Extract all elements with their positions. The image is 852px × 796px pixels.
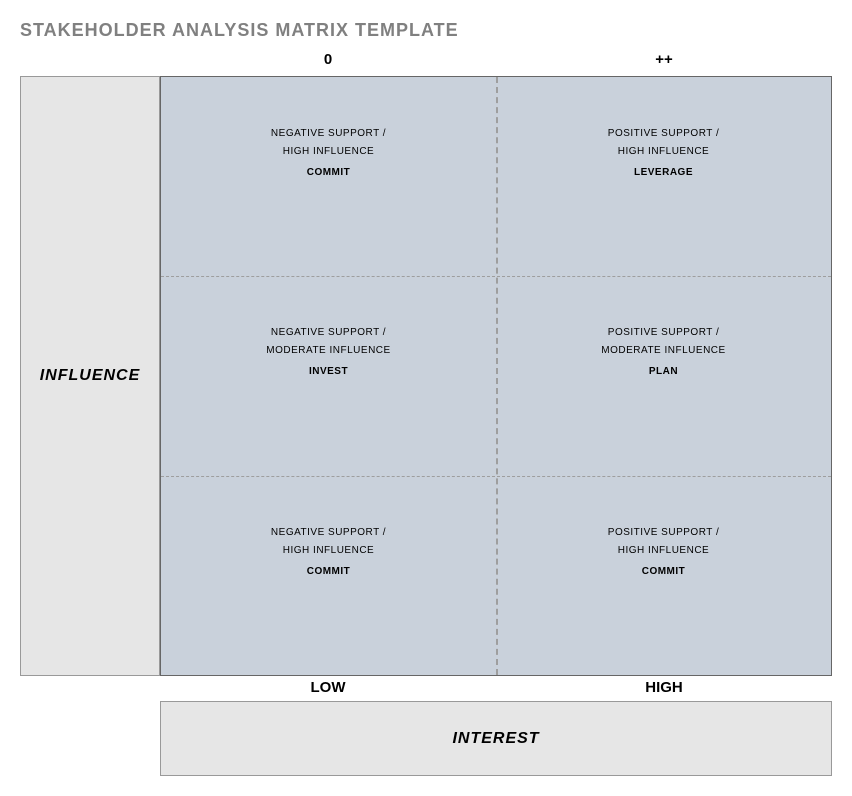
cell-text: POSITIVE SUPPORT / [608,524,719,542]
x-axis-label: INTEREST [452,730,539,748]
bottom-label-left: LOW [160,679,496,701]
bottom-scale-labels: LOW HIGH [160,676,832,701]
page-wrapper: STAKEHOLDER ANALYSIS MATRIX TEMPLATE 0 +… [20,20,832,776]
top-label-right: ++ [496,51,832,76]
cell-mid-left: NEGATIVE SUPPORT / MODERATE INFLUENCE IN… [161,276,496,475]
cell-action: INVEST [309,366,348,377]
y-axis-label: INFLUENCE [40,367,141,385]
cell-action: COMMIT [307,566,351,577]
cell-action: LEVERAGE [634,167,693,178]
cell-bottom-right: POSITIVE SUPPORT / HIGH INFLUENCE COMMIT [496,476,831,675]
cell-text: POSITIVE SUPPORT / [608,324,719,342]
cell-text: MODERATE INFLUENCE [266,342,390,360]
cell-top-right: POSITIVE SUPPORT / HIGH INFLUENCE LEVERA… [496,77,831,276]
matrix-grid: NEGATIVE SUPPORT / HIGH INFLUENCE COMMIT… [160,76,832,676]
cell-text: POSITIVE SUPPORT / [608,125,719,143]
bottom-label-right: HIGH [496,679,832,701]
cell-action: COMMIT [642,566,686,577]
cell-text: HIGH INFLUENCE [618,143,709,161]
cell-text: MODERATE INFLUENCE [601,342,725,360]
cell-action: PLAN [649,366,678,377]
cell-text: HIGH INFLUENCE [618,542,709,560]
cell-text: NEGATIVE SUPPORT / [271,324,386,342]
page-title: STAKEHOLDER ANALYSIS MATRIX TEMPLATE [20,20,832,41]
cell-top-left: NEGATIVE SUPPORT / HIGH INFLUENCE COMMIT [161,77,496,276]
cell-text: NEGATIVE SUPPORT / [271,125,386,143]
cell-text: HIGH INFLUENCE [283,143,374,161]
matrix-layout: 0 ++ INFLUENCE NEGATIVE SUPPORT / HIGH I… [20,51,832,776]
top-scale-labels: 0 ++ [160,51,832,76]
cell-text: NEGATIVE SUPPORT / [271,524,386,542]
x-axis-panel: INTEREST [160,701,832,776]
cell-text: HIGH INFLUENCE [283,542,374,560]
cell-mid-right: POSITIVE SUPPORT / MODERATE INFLUENCE PL… [496,276,831,475]
cell-action: COMMIT [307,167,351,178]
cell-bottom-left: NEGATIVE SUPPORT / HIGH INFLUENCE COMMIT [161,476,496,675]
y-axis-panel: INFLUENCE [20,76,160,676]
top-label-left: 0 [160,51,496,76]
